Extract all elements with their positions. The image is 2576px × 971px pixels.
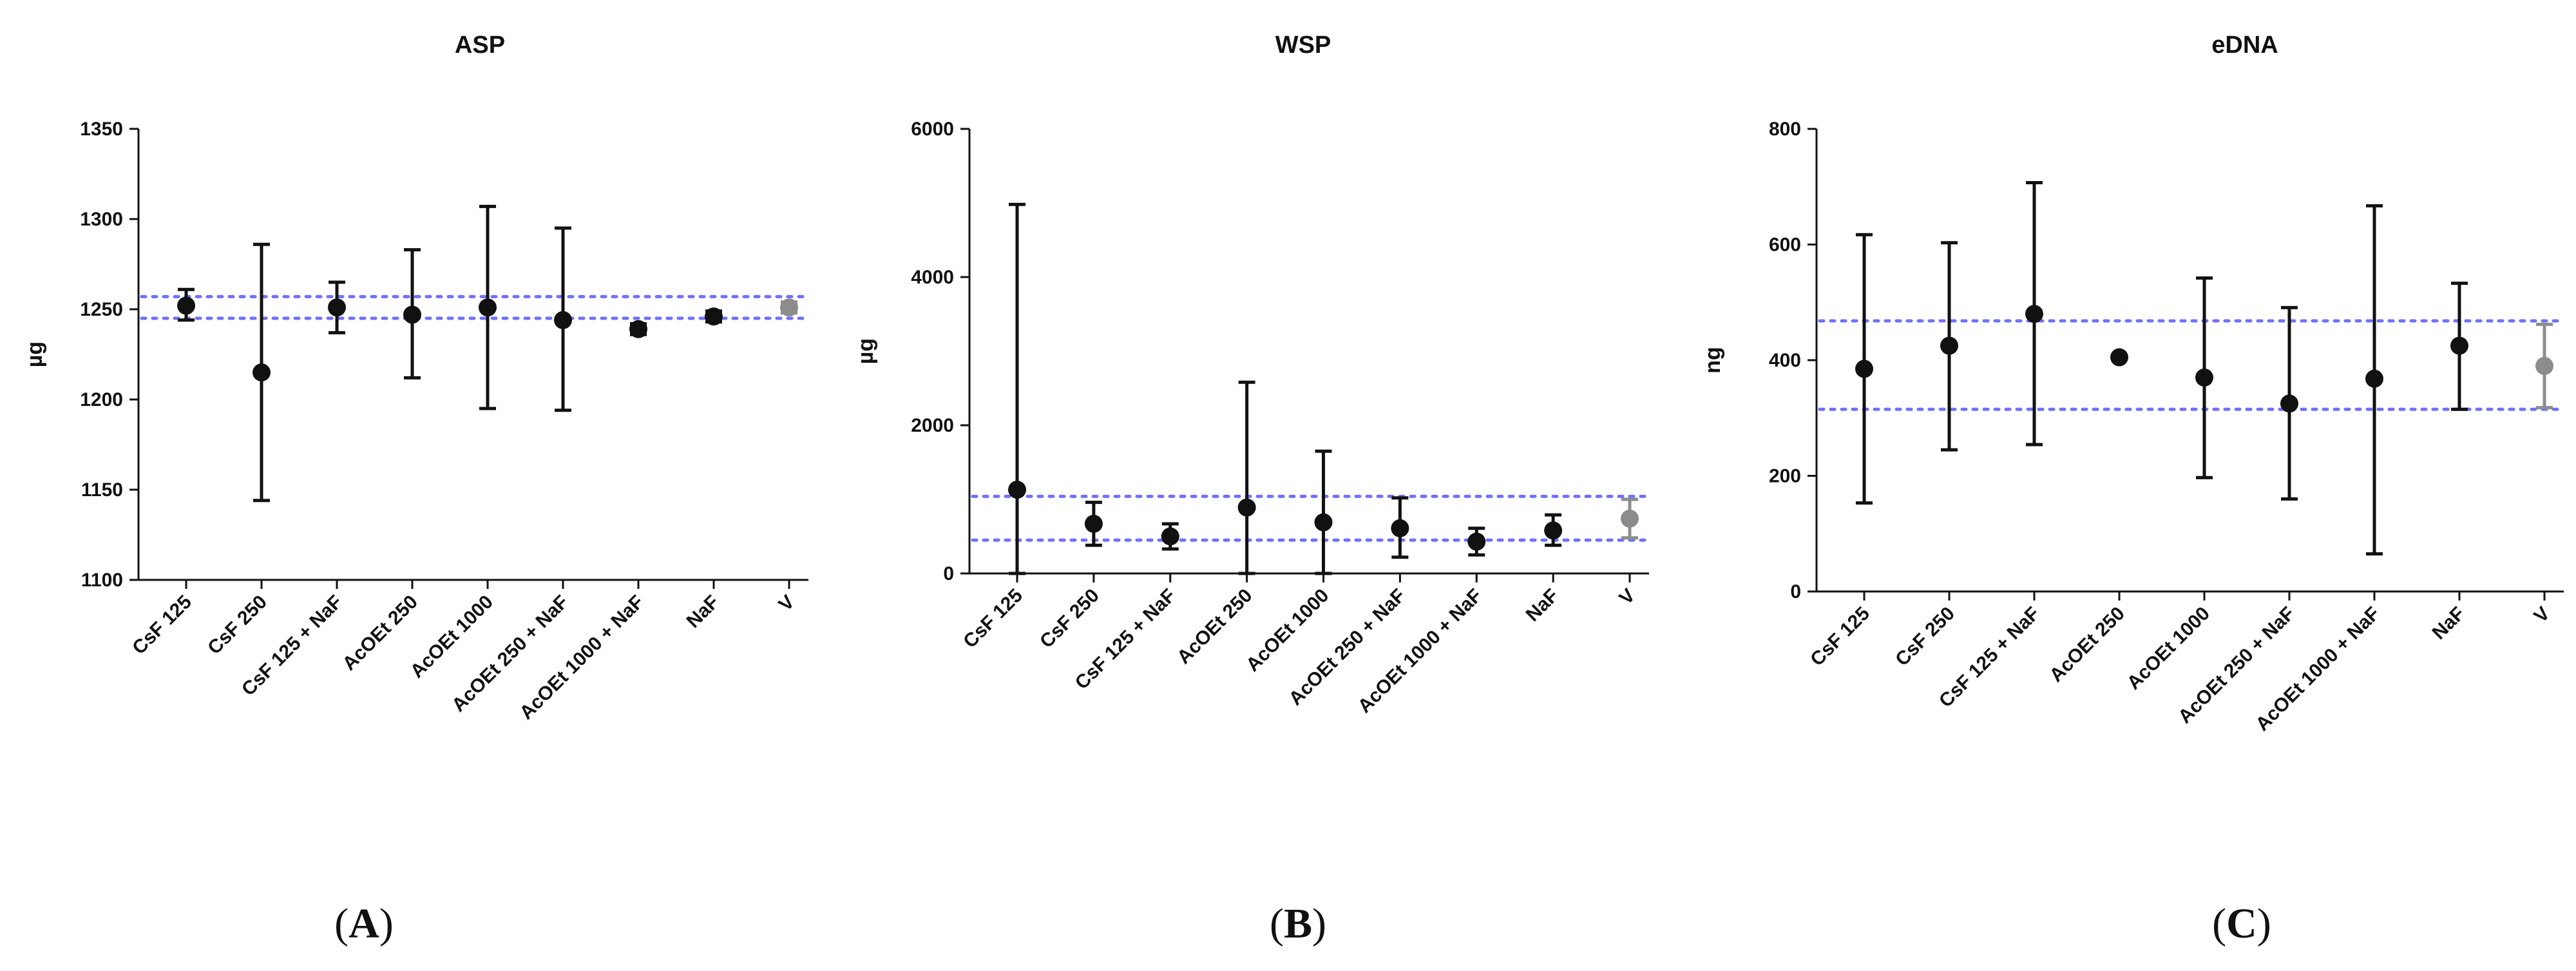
data-point	[2110, 348, 2128, 367]
data-point	[2195, 368, 2213, 387]
error-bar	[1009, 202, 1026, 575]
x-category-label: AcOEt 1000 + NaF	[1354, 585, 1487, 718]
x-category-label: NaF	[1522, 585, 1563, 626]
chart-title: ASP	[455, 32, 505, 59]
x-category-label: AcOEt 250	[338, 591, 421, 675]
x-category-label: AcOEt 250	[2045, 603, 2128, 686]
x-category-label: AcOEt 250	[1173, 585, 1256, 668]
chart-title: eDNA	[2211, 32, 2278, 59]
data-point	[2450, 336, 2468, 355]
data-point	[2365, 369, 2383, 388]
data-point	[479, 298, 497, 317]
x-category-label: NaF	[2428, 603, 2469, 644]
y-tick-label: 1100	[81, 570, 123, 591]
x-category-label: V	[774, 591, 798, 615]
y-tick-label: 2000	[911, 415, 954, 436]
panel-label-c: (C)	[2212, 900, 2271, 947]
panel-label-b: (B)	[1270, 900, 1326, 947]
data-point	[1008, 481, 1026, 499]
x-category-label: AcOEt 1000 + NaF	[515, 591, 648, 724]
x-category-label: CsF 250	[1891, 603, 1959, 671]
data-point	[1084, 514, 1103, 533]
data-point	[1855, 360, 1873, 378]
data-point	[177, 296, 195, 315]
x-category-label: AcOEt 1000	[2123, 603, 2214, 694]
x-category-label: NaF	[683, 591, 723, 632]
y-tick-label: 0	[943, 563, 954, 584]
data-point	[328, 298, 346, 317]
data-point	[1940, 336, 1958, 355]
y-tick-label: 800	[1769, 119, 1801, 140]
panel-labels: (A) (B) (C)	[334, 900, 2271, 947]
data-point	[1467, 532, 1486, 551]
data-point	[1314, 513, 1333, 532]
y-axis-label: µg	[854, 338, 878, 364]
data-point	[1237, 498, 1256, 517]
data-point	[403, 305, 421, 324]
data-point	[2535, 356, 2553, 375]
y-tick-label: 200	[1769, 466, 1801, 487]
data-point	[1391, 519, 1409, 537]
y-tick-label: 4000	[911, 267, 954, 288]
y-tick-label: 1300	[80, 209, 123, 230]
y-tick-label: 600	[1769, 235, 1801, 256]
data-point	[253, 363, 271, 381]
y-tick-label: 400	[1769, 350, 1801, 371]
y-tick-label: 1250	[80, 299, 123, 320]
y-tick-label: 1350	[80, 119, 123, 140]
data-point	[554, 311, 572, 329]
x-category-label: V	[1615, 585, 1639, 609]
data-point	[1544, 521, 1563, 540]
y-tick-label: 6000	[911, 119, 954, 140]
data-point	[1161, 527, 1179, 546]
x-category-label: V	[2530, 603, 2553, 627]
data-point	[629, 320, 647, 338]
x-category-label: CsF 250	[204, 591, 271, 659]
x-category-label: CsF 250	[1036, 585, 1103, 653]
data-point	[2025, 305, 2043, 323]
y-tick-label: 0	[1790, 581, 1801, 602]
x-category-label: CsF 125	[128, 591, 196, 659]
chart-panel-1: ASP µg 1100 1150 1200 1250 1300 1350 CsF 125 CsF …	[23, 32, 810, 724]
x-category-label: CsF 125	[1806, 603, 1874, 671]
data-point	[2280, 394, 2298, 413]
y-axis-label: ng	[1701, 347, 1725, 374]
y-tick-label: 1200	[80, 389, 123, 410]
chart-title: WSP	[1275, 32, 1331, 59]
error-bar	[1315, 449, 1332, 575]
y-axis-label: µg	[23, 341, 47, 367]
error-bar	[1238, 380, 1255, 575]
panel-label-a: (A)	[334, 900, 394, 947]
x-category-label: CsF 125	[959, 585, 1027, 653]
data-point	[705, 307, 723, 326]
data-point	[780, 298, 798, 317]
y-tick-label: 1150	[81, 479, 123, 501]
data-point	[1621, 509, 1639, 528]
